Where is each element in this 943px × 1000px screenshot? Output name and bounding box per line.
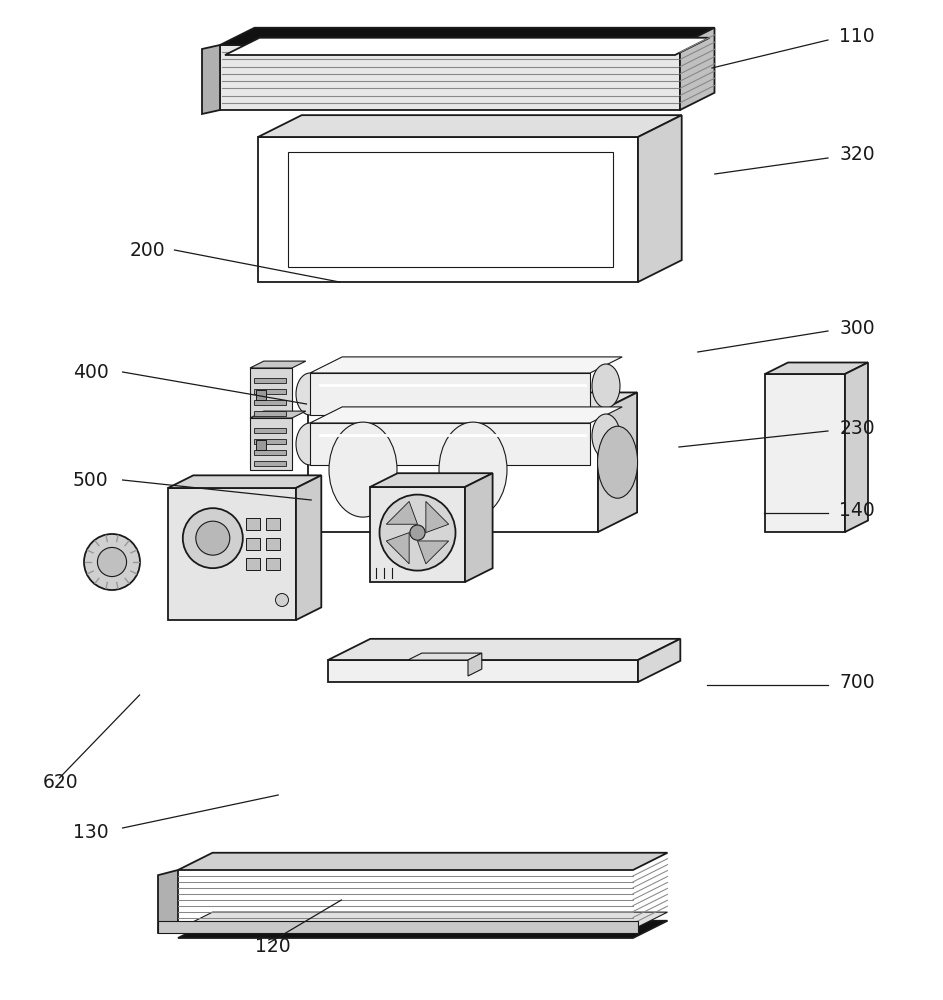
Polygon shape [202, 45, 220, 114]
Polygon shape [387, 501, 418, 524]
Circle shape [410, 525, 425, 540]
Polygon shape [765, 374, 845, 532]
Polygon shape [408, 653, 482, 660]
Polygon shape [370, 487, 465, 582]
Polygon shape [254, 450, 286, 455]
Bar [266, 538, 280, 550]
Ellipse shape [592, 364, 620, 408]
Circle shape [97, 547, 126, 577]
Polygon shape [168, 475, 322, 488]
Ellipse shape [296, 423, 324, 465]
Polygon shape [638, 115, 682, 282]
Polygon shape [468, 653, 482, 676]
Bar [246, 518, 260, 530]
Polygon shape [288, 152, 613, 267]
Text: 200: 200 [129, 240, 165, 259]
Polygon shape [158, 921, 638, 933]
Polygon shape [254, 400, 286, 405]
Bar [266, 558, 280, 570]
Polygon shape [250, 361, 306, 368]
Ellipse shape [439, 422, 507, 517]
Polygon shape [598, 392, 637, 532]
Ellipse shape [329, 422, 397, 517]
Polygon shape [254, 439, 286, 444]
Text: 400: 400 [73, 362, 108, 381]
Polygon shape [256, 390, 266, 400]
Polygon shape [310, 357, 622, 373]
Circle shape [275, 593, 289, 606]
Polygon shape [256, 440, 266, 450]
Polygon shape [258, 115, 682, 137]
Text: 120: 120 [255, 938, 290, 956]
Polygon shape [310, 407, 622, 423]
Circle shape [183, 508, 242, 568]
Polygon shape [178, 912, 668, 929]
Polygon shape [178, 921, 668, 938]
Polygon shape [254, 461, 286, 466]
Text: 620: 620 [42, 772, 78, 792]
Circle shape [379, 495, 455, 571]
Polygon shape [465, 473, 492, 582]
Polygon shape [310, 423, 590, 465]
Polygon shape [765, 362, 868, 374]
Polygon shape [254, 428, 286, 433]
Polygon shape [418, 541, 449, 564]
Polygon shape [220, 45, 680, 110]
Polygon shape [254, 378, 286, 383]
Polygon shape [258, 137, 638, 282]
Polygon shape [426, 501, 449, 533]
Polygon shape [310, 373, 590, 415]
Bar [246, 538, 260, 550]
Ellipse shape [598, 426, 637, 498]
Polygon shape [308, 392, 637, 412]
Polygon shape [638, 639, 680, 682]
Bar [246, 558, 260, 570]
Polygon shape [254, 389, 286, 394]
Polygon shape [220, 28, 715, 45]
Polygon shape [168, 488, 296, 620]
Text: 500: 500 [73, 471, 108, 489]
Text: 130: 130 [73, 822, 108, 842]
Circle shape [84, 534, 140, 590]
Text: 230: 230 [839, 418, 875, 438]
Ellipse shape [296, 373, 324, 415]
Polygon shape [680, 28, 715, 110]
Text: 110: 110 [839, 26, 875, 45]
Polygon shape [308, 412, 598, 532]
Text: 140: 140 [839, 500, 875, 520]
Polygon shape [178, 853, 668, 870]
Text: 320: 320 [839, 145, 875, 164]
Polygon shape [254, 411, 286, 416]
Polygon shape [296, 475, 322, 620]
Polygon shape [225, 38, 709, 55]
Polygon shape [250, 368, 292, 420]
Polygon shape [370, 473, 492, 487]
Polygon shape [158, 870, 178, 933]
Polygon shape [387, 533, 409, 564]
Text: 700: 700 [839, 672, 875, 692]
Text: 300: 300 [839, 318, 875, 338]
Polygon shape [250, 411, 306, 418]
Bar [266, 518, 280, 530]
Polygon shape [328, 639, 680, 660]
Polygon shape [328, 660, 638, 682]
Circle shape [196, 521, 230, 555]
Polygon shape [250, 418, 292, 470]
Polygon shape [845, 362, 868, 532]
Ellipse shape [592, 414, 620, 458]
